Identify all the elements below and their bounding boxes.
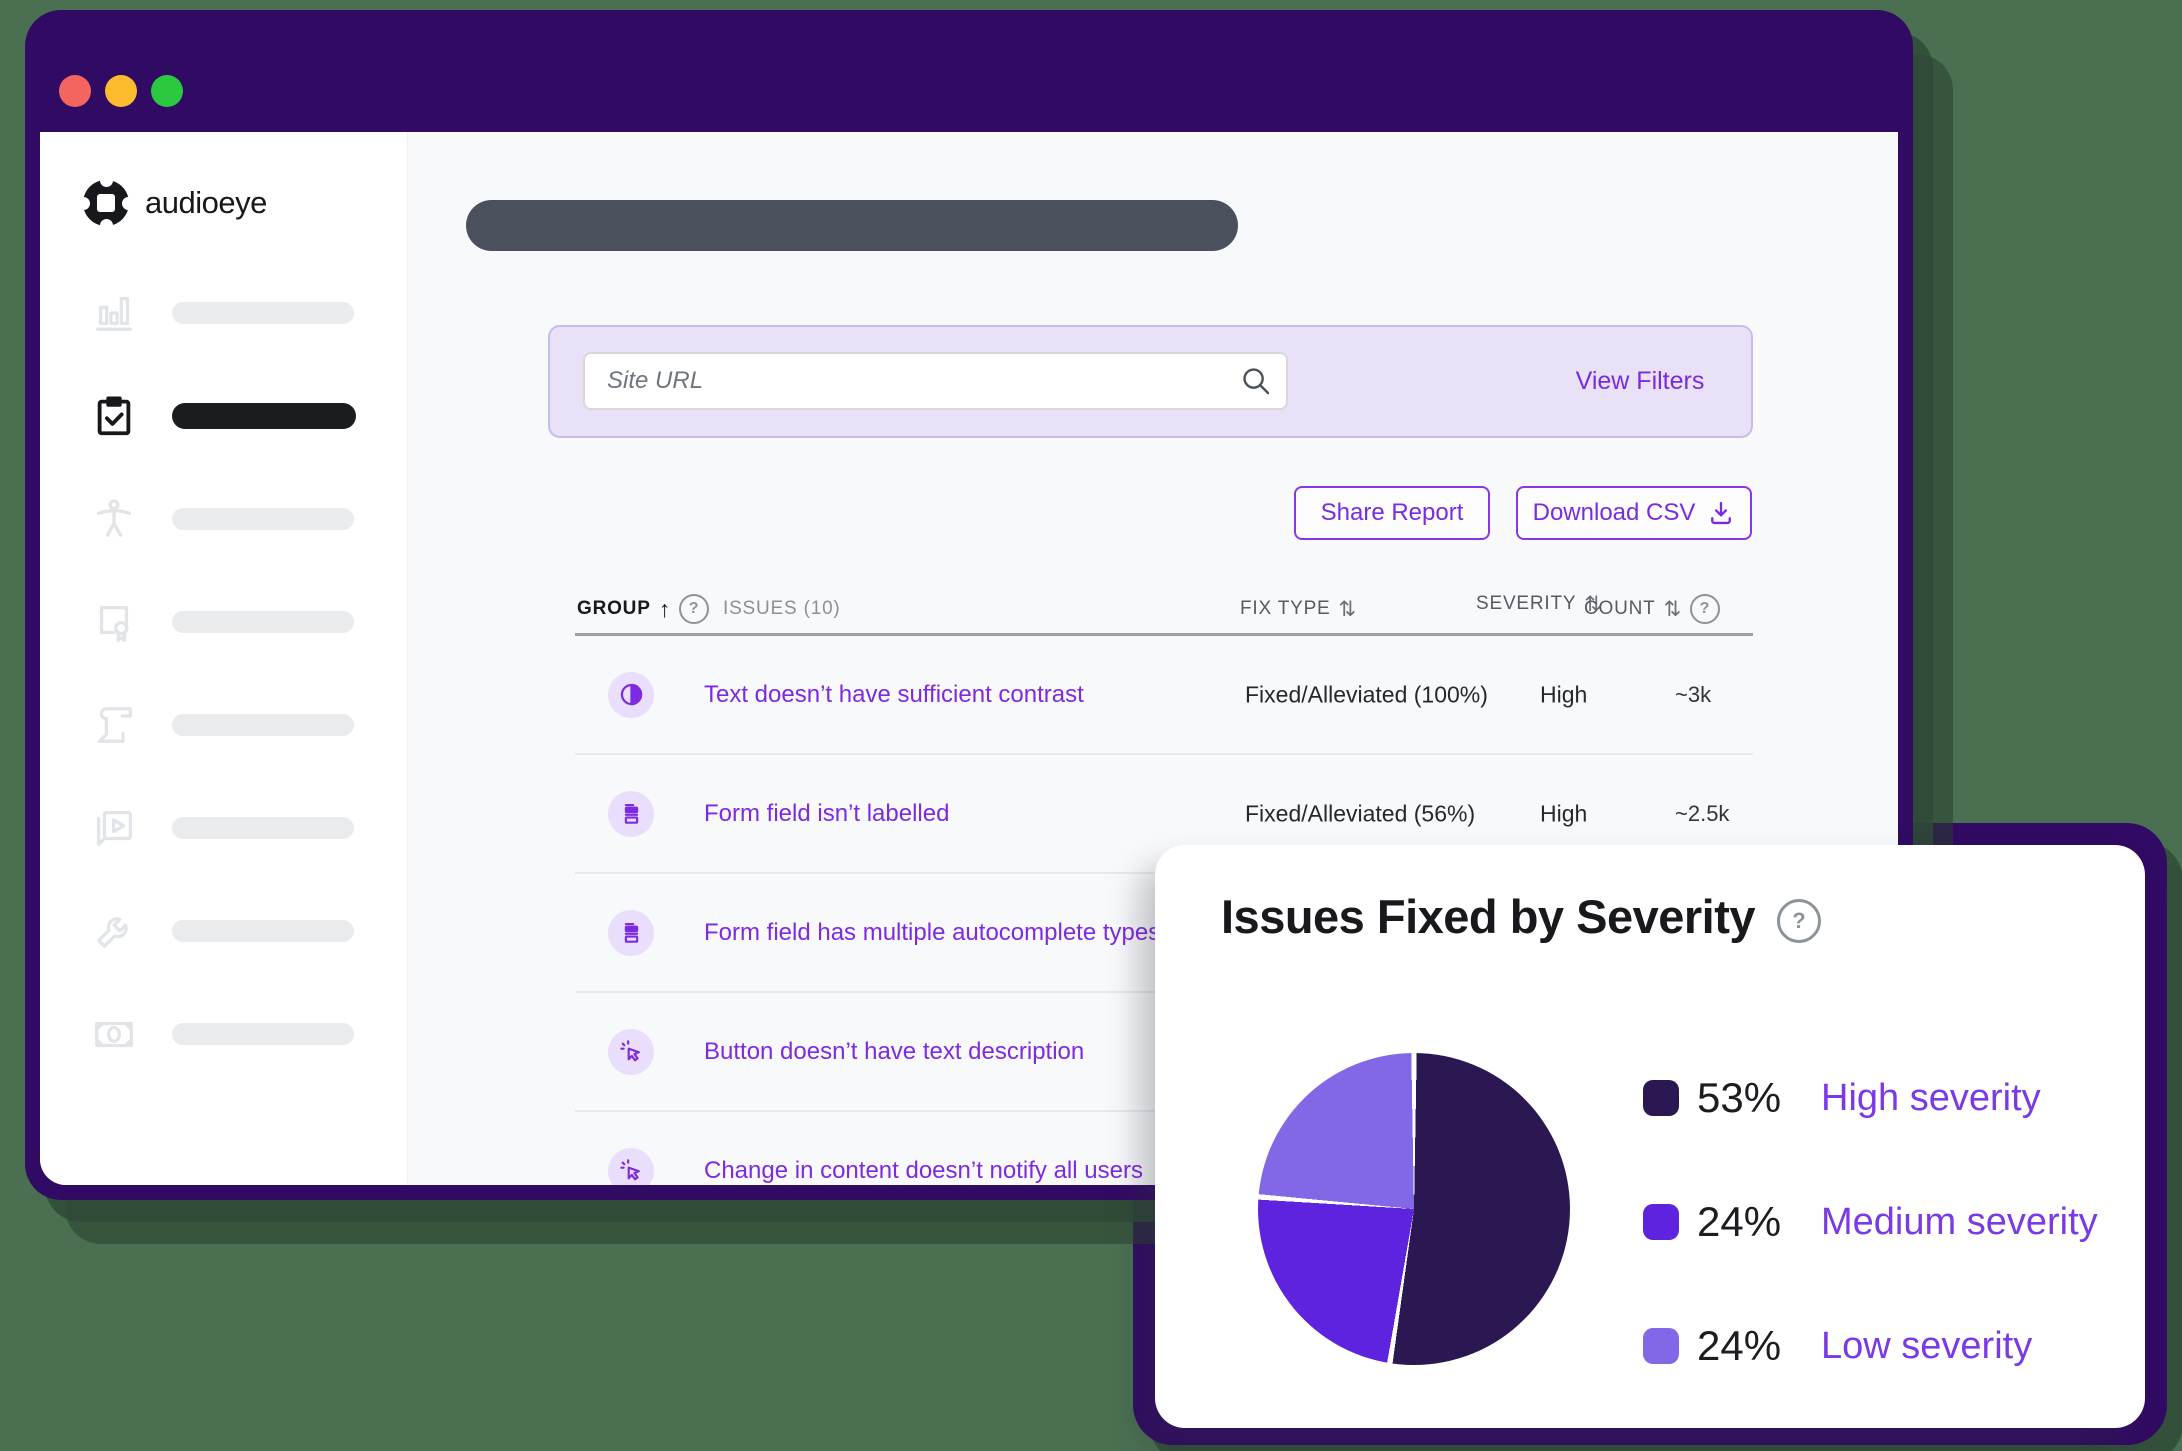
legend-percent: 53% [1697,1074,1782,1121]
audioeye-logo-text: audioeye [145,185,267,220]
certificate-icon [91,599,137,645]
sort-ascending-icon: ↑ [658,595,671,622]
nav-label-placeholder [172,920,354,942]
clipboard-check-icon [91,393,137,439]
nav-label-placeholder [172,302,354,324]
legend-percent: 24% [1697,1322,1782,1369]
issue-link[interactable]: Button doesn’t have text description [704,1037,1085,1065]
money-icon [91,1011,137,1057]
scroll-icon [91,702,137,748]
view-filters-link[interactable]: View Filters [1575,367,1705,395]
legend-label[interactable]: High severity [1821,1076,2041,1119]
count-value: ~2.5k [1675,800,1730,826]
severity-value: High [1540,800,1588,826]
severity-card-header: Issues Fixed by Severity ? [1221,889,1822,944]
site-url-input[interactable] [583,352,1288,410]
sidebar-item-bar-chart[interactable] [40,290,407,336]
fix-type-value: Fixed/Alleviated (56%) [1245,800,1476,826]
legend-swatch [1643,1204,1679,1240]
nav-label-placeholder [172,403,356,429]
click-icon [608,1028,654,1075]
audioeye-logo: audioeye [77,174,267,232]
issues-table-body: Text doesn’t have sufficient contrast Fix… [575,636,1753,1185]
count-value: ~3k [1675,681,1712,707]
legend-swatch [1643,1080,1679,1116]
issue-link[interactable]: Form field has multiple autocomplete typ… [704,918,1161,946]
download-icon [1707,499,1735,527]
column-header-severity[interactable]: SEVERITY ⇅ [1476,593,1603,615]
share-report-button[interactable]: Share Report [1294,486,1490,540]
wrench-icon [91,908,137,954]
sidebar-item-scroll[interactable] [40,702,407,748]
issues-table-header: GROUP ↑ ? ISSUES (10) FIX TYPE ⇅ SEVERIT… [575,585,1753,636]
contrast-icon [608,671,654,718]
count-header-label: COUNT [1584,598,1656,619]
download-csv-button[interactable]: Download CSV [1516,486,1752,540]
nav-label-placeholder [172,817,354,839]
sidebar-nav [40,132,407,1185]
severity-card-title: Issues Fixed by Severity [1221,890,1756,943]
group-help-icon[interactable]: ? [679,594,709,624]
issues-table: GROUP ↑ ? ISSUES (10) FIX TYPE ⇅ SEVERIT… [575,585,1753,1185]
search-icon [1240,365,1272,397]
legend-item: 53% High severity [1643,1069,2041,1127]
severity-card: Issues Fixed by Severity ? 53% High sever… [1155,845,2145,1428]
severity-help-icon[interactable]: ? [1777,898,1822,943]
pie-legend: 53% High severity 24% Medium severity 24% Low… [1643,845,2123,1428]
nav-label-placeholder [172,1023,354,1045]
severity-value: High [1540,681,1588,707]
download-csv-label: Download CSV [1532,499,1696,526]
legend-label[interactable]: Medium severity [1821,1200,2098,1243]
sort-icon: ⇅ [1338,597,1357,621]
click-icon [608,1147,654,1185]
sort-icon: ⇅ [1584,592,1603,616]
issue-link[interactable]: Change in content doesn’t notify all use… [704,1156,1143,1184]
sidebar-item-money[interactable] [40,1011,407,1057]
fix-type-header-label: FIX TYPE [1240,598,1331,619]
severity-header-label: SEVERITY [1476,593,1577,614]
video-icon [91,805,137,851]
count-help-icon[interactable]: ? [1689,594,1720,624]
column-header-group[interactable]: GROUP ↑ ? [577,594,709,624]
form-field-icon [608,909,654,956]
site-url-search [583,352,1288,410]
legend-item: 24% Low severity [1643,1317,2032,1375]
fix-type-value: Fixed/Alleviated (100%) [1245,681,1488,707]
nav-label-placeholder [172,508,354,530]
maximize-window-button[interactable] [151,75,183,107]
table-row: Change in content doesn’t notify all use… [575,1112,1753,1185]
filter-bar: View Filters [548,325,1753,438]
sidebar-item-wrench[interactable] [40,908,407,954]
close-window-button[interactable] [59,75,91,107]
table-row: Text doesn’t have sufficient contrast Fix… [575,636,1753,755]
sidebar-item-certificate[interactable] [40,599,407,645]
legend-item: 24% Medium severity [1643,1193,2098,1251]
sidebar-item-video[interactable] [40,805,407,851]
sort-icon: ⇅ [1663,597,1682,621]
group-header-label: GROUP [577,598,651,619]
window-titlebar [25,10,1913,132]
sidebar: audioeye [40,132,408,1185]
issue-link[interactable]: Text doesn’t have sufficient contrast [704,680,1084,708]
minimize-window-button[interactable] [105,75,137,107]
column-header-issues: ISSUES (10) [723,598,841,619]
column-header-count[interactable]: COUNT ⇅ ? [1584,594,1720,624]
sidebar-item-accessibility[interactable] [40,496,407,542]
page-title-placeholder [466,200,1238,251]
issue-link[interactable]: Form field isn’t labelled [704,799,950,827]
severity-pie-chart [1258,1053,1570,1365]
form-field-icon [608,790,654,837]
sidebar-item-clipboard-check[interactable] [40,393,407,439]
bar-chart-icon [91,290,137,336]
column-header-fix-type[interactable]: FIX TYPE ⇅ [1240,598,1357,620]
legend-label[interactable]: Low severity [1821,1324,2033,1367]
nav-label-placeholder [172,714,354,736]
legend-swatch [1643,1328,1679,1364]
accessibility-icon [91,496,137,542]
legend-percent: 24% [1697,1198,1782,1245]
share-report-label: Share Report [1320,499,1464,526]
audioeye-logo-icon [77,174,135,232]
nav-label-placeholder [172,611,354,633]
